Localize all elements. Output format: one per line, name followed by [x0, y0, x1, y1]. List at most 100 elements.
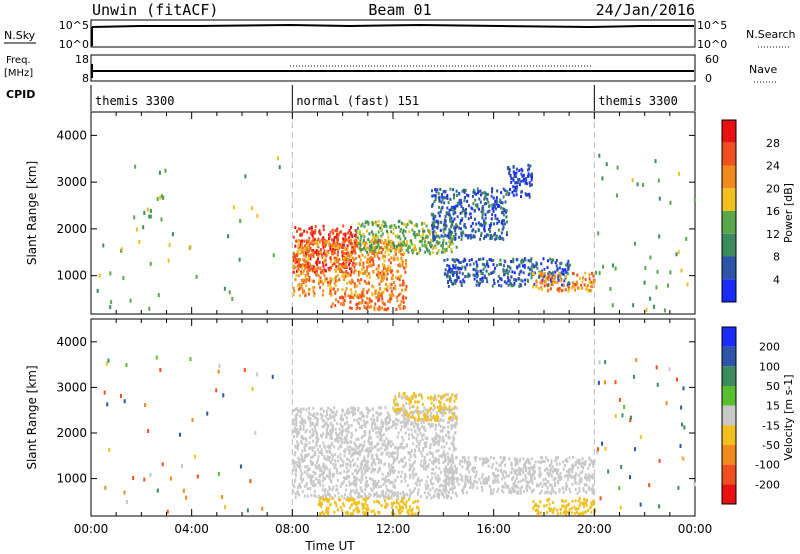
echo-cell — [328, 498, 331, 502]
echo-cell — [343, 476, 346, 480]
echo-cell — [445, 249, 448, 253]
echo-cell — [495, 198, 498, 202]
echo-cell — [461, 210, 464, 214]
echo-cell — [397, 263, 400, 267]
echo-cell — [515, 167, 518, 171]
echo-cell — [508, 265, 511, 269]
echo-cell — [372, 269, 375, 273]
echo-cell — [364, 241, 367, 245]
echo-cell — [596, 447, 599, 452]
colorbar-label: Power [dB] — [782, 183, 795, 243]
echo-cell — [343, 257, 346, 261]
echo-cell — [356, 226, 359, 230]
echo-cell — [549, 273, 552, 277]
echo-cell — [402, 438, 405, 442]
echo-cell — [392, 484, 395, 488]
echo-cell — [484, 461, 487, 465]
echo-cell — [351, 256, 354, 260]
echo-cell — [433, 406, 436, 410]
echo-cell — [326, 493, 329, 497]
echo-cell — [397, 431, 400, 435]
echo-cell — [321, 279, 324, 283]
echo-cell — [297, 260, 300, 264]
echo-cell — [318, 481, 321, 485]
echo-cell — [407, 250, 410, 254]
echo-cell — [397, 407, 400, 411]
echo-cell — [422, 433, 425, 437]
echo-cell — [292, 468, 295, 472]
echo-cell — [305, 239, 308, 243]
echo-cell — [296, 463, 299, 467]
echo-cell — [412, 391, 415, 395]
echo-cell — [576, 507, 579, 511]
echo-cell — [556, 512, 559, 516]
echo-cell — [308, 246, 311, 250]
echo-cell — [394, 446, 397, 450]
echo-cell — [404, 305, 407, 309]
echo-cell — [349, 300, 352, 304]
echo-cell — [302, 424, 305, 428]
echo-cell — [313, 416, 316, 420]
echo-cell — [337, 496, 340, 500]
echo-cell — [310, 446, 313, 450]
echo-cell — [449, 396, 452, 400]
echo-cell — [447, 459, 450, 463]
echo-cell — [374, 238, 377, 242]
echo-cell — [548, 283, 551, 287]
echo-cell — [470, 258, 473, 262]
echo-cell — [449, 460, 452, 464]
echo-cell — [649, 296, 652, 301]
echo-cell — [489, 229, 492, 233]
echo-cell — [495, 207, 498, 211]
echo-cell — [297, 239, 300, 243]
echo-cell — [363, 246, 366, 250]
echo-cell — [386, 421, 389, 425]
echo-cell — [447, 421, 450, 425]
echo-cell — [447, 483, 450, 487]
echo-cell — [531, 175, 534, 179]
echo-cell — [591, 487, 594, 491]
echo-cell — [419, 248, 422, 252]
echo-cell — [552, 490, 555, 494]
echo-cell — [411, 405, 414, 409]
echo-cell — [405, 225, 408, 229]
echo-cell — [365, 260, 368, 264]
echo-cell — [478, 283, 481, 287]
echo-cell — [386, 231, 389, 235]
echo-cell — [339, 244, 342, 248]
echo-cell — [584, 476, 587, 480]
echo-cell — [491, 213, 494, 217]
echo-cell — [423, 236, 426, 240]
echo-cell — [381, 256, 384, 260]
echo-cell — [334, 427, 337, 431]
echo-cell — [432, 462, 435, 466]
echo-cell — [551, 488, 554, 492]
echo-cell — [138, 240, 141, 245]
echo-cell — [403, 416, 406, 420]
echo-cell — [349, 492, 352, 496]
echo-cell — [562, 490, 565, 494]
echo-cell — [542, 459, 545, 463]
echo-cell — [554, 469, 557, 473]
echo-cell — [421, 221, 424, 225]
echo-cell — [327, 424, 330, 428]
echo-cell — [373, 445, 376, 449]
echo-cell — [451, 230, 454, 234]
echo-cell — [304, 244, 307, 248]
echo-cell — [413, 460, 416, 464]
echo-cell — [322, 494, 325, 498]
echo-cell — [313, 425, 316, 429]
echo-cell — [451, 467, 454, 471]
echo-cell — [337, 250, 340, 254]
echo-cell — [406, 418, 409, 422]
echo-cell — [453, 209, 456, 213]
echo-cell — [436, 251, 439, 255]
echo-cell — [375, 410, 378, 414]
echo-cell — [413, 246, 416, 250]
echo-cell — [324, 488, 327, 492]
echo-cell — [318, 475, 321, 479]
echo-cell — [431, 461, 434, 465]
echo-cell — [447, 490, 450, 494]
echo-cell — [540, 456, 543, 460]
echo-cell — [367, 437, 370, 441]
